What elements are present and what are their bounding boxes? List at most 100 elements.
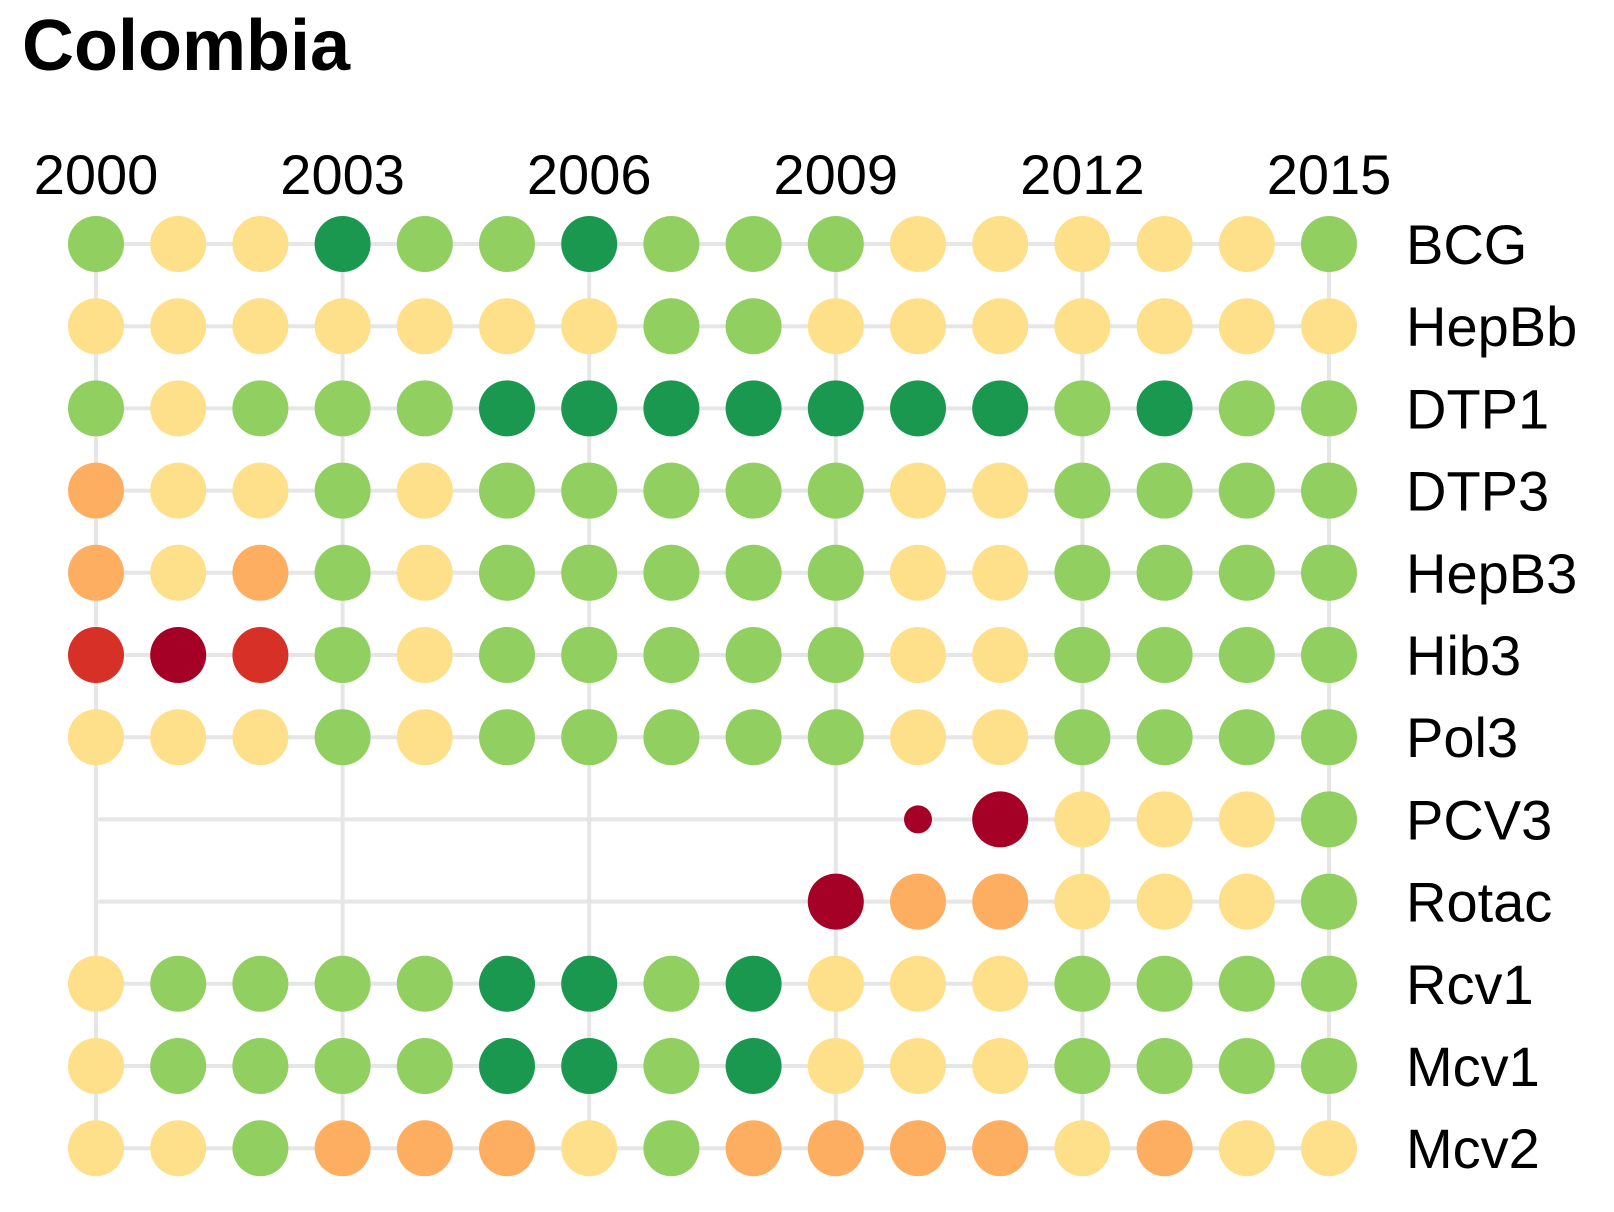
dot-dtp1-2002 [232,380,289,437]
dot-bcg-2008 [725,216,782,272]
dot-hepbb-2002 [232,298,289,355]
dot-rotac-2013 [1136,873,1193,930]
chart-title: Colombia [22,6,351,86]
dot-rotac-2011 [972,873,1029,930]
dot-hib3-2013 [1136,627,1193,683]
dot-bcg-2007 [643,216,700,272]
dot-hib3-2008 [725,627,782,683]
dot-dtp3-2012 [1054,462,1111,519]
dot-dtp1-2012 [1054,380,1111,437]
dot-hib3-2003 [314,627,371,683]
dot-hib3-2009 [807,627,864,683]
dot-mcv1-2000 [68,1038,124,1094]
dot-dtp3-2007 [643,462,700,519]
dot-hepb3-2009 [807,544,864,601]
dot-pol3-2003 [314,709,371,766]
dot-mcv1-2013 [1136,1038,1193,1094]
dot-hepb3-2007 [643,544,700,601]
dot-bcg-2000 [68,216,124,272]
x-tick-label: 2015 [1267,143,1392,206]
dot-hepb3-2001 [150,544,207,601]
dot-mcv2-2003 [314,1120,371,1177]
dot-pcv3-2012 [1054,791,1111,848]
dot-mcv1-2015 [1301,1038,1357,1094]
dot-hib3-2011 [972,627,1029,683]
dot-hib3-2014 [1218,627,1275,683]
dot-dtp3-2003 [314,462,371,519]
dot-hepb3-2013 [1136,544,1193,601]
dot-pol3-2012 [1054,709,1111,766]
dot-hepbb-2003 [314,298,371,355]
row-label: Mcv2 [1406,1117,1540,1180]
dot-pol3-2011 [972,709,1029,766]
row-label: Pol3 [1406,706,1518,769]
row-label: HepBb [1406,295,1577,358]
dot-hepb3-2014 [1218,544,1275,601]
dot-hib3-2005 [479,627,535,683]
dot-pol3-2009 [807,709,864,766]
dot-mcv2-2007 [643,1120,700,1177]
grid-layer [94,242,1331,1151]
dot-pol3-2002 [232,709,289,766]
x-tick-label: 2003 [280,143,405,206]
dot-hepbb-2005 [479,298,535,355]
dot-pol3-2005 [479,709,535,766]
dot-bcg-2012 [1054,216,1111,272]
dot-dtp1-2000 [68,380,124,437]
dot-dtp1-2011 [972,380,1029,437]
dot-hepb3-2006 [561,544,618,601]
dot-hepbb-2008 [725,298,782,355]
dot-dtp1-2004 [396,380,453,437]
dot-hepb3-2010 [890,544,946,601]
dot-rotac-2012 [1054,873,1111,930]
dot-hib3-2002 [232,627,289,683]
dot-rcv1-2010 [890,955,946,1012]
dot-mcv2-2002 [232,1120,289,1177]
dot-pol3-2015 [1301,709,1357,766]
dot-dtp1-2001 [150,380,207,437]
dot-mcv1-2009 [807,1038,864,1094]
dot-rotac-2010 [890,873,946,930]
dot-dtp3-2001 [150,462,207,519]
dot-pol3-2010 [890,709,946,766]
dot-hepbb-2004 [396,298,453,355]
dot-mcv1-2004 [396,1038,453,1094]
dot-hib3-2006 [561,627,618,683]
dot-layer [68,216,1357,1177]
dot-hepbb-2006 [561,298,618,355]
dot-rotac-2009 [807,873,864,930]
dot-hepb3-2005 [479,544,535,601]
dot-hepbb-2009 [807,298,864,355]
dot-rcv1-2009 [807,955,864,1012]
dot-dtp3-2002 [232,462,289,519]
x-tick-label: 2012 [1020,143,1145,206]
dot-hepb3-2015 [1301,544,1357,601]
dot-bcg-2014 [1218,216,1275,272]
dot-bcg-2004 [396,216,453,272]
dot-hib3-2007 [643,627,700,683]
dot-mcv2-2004 [396,1120,453,1177]
dot-mcv2-2005 [479,1120,535,1177]
dot-bcg-2009 [807,216,864,272]
dot-rcv1-2011 [972,955,1029,1012]
dot-mcv2-2010 [890,1120,946,1177]
dot-bcg-2015 [1301,216,1357,272]
dot-mcv1-2006 [561,1038,618,1094]
dot-pol3-2004 [396,709,453,766]
dot-bcg-2005 [479,216,535,272]
dot-mcv2-2008 [725,1120,782,1177]
dot-dtp3-2005 [479,462,535,519]
dot-mcv1-2002 [232,1038,289,1094]
dot-dtp1-2005 [479,380,535,437]
dot-mcv1-2011 [972,1038,1029,1094]
row-label: Mcv1 [1406,1035,1540,1098]
dot-bcg-2003 [314,216,371,272]
dot-rcv1-2015 [1301,955,1357,1012]
dot-hepbb-2001 [150,298,207,355]
dot-hepb3-2004 [396,544,453,601]
dot-hepb3-2003 [314,544,371,601]
dot-pcv3-2010 [904,805,932,834]
dot-bcg-2010 [890,216,946,272]
dot-dtp3-2006 [561,462,618,519]
dot-mcv2-2015 [1301,1120,1357,1177]
